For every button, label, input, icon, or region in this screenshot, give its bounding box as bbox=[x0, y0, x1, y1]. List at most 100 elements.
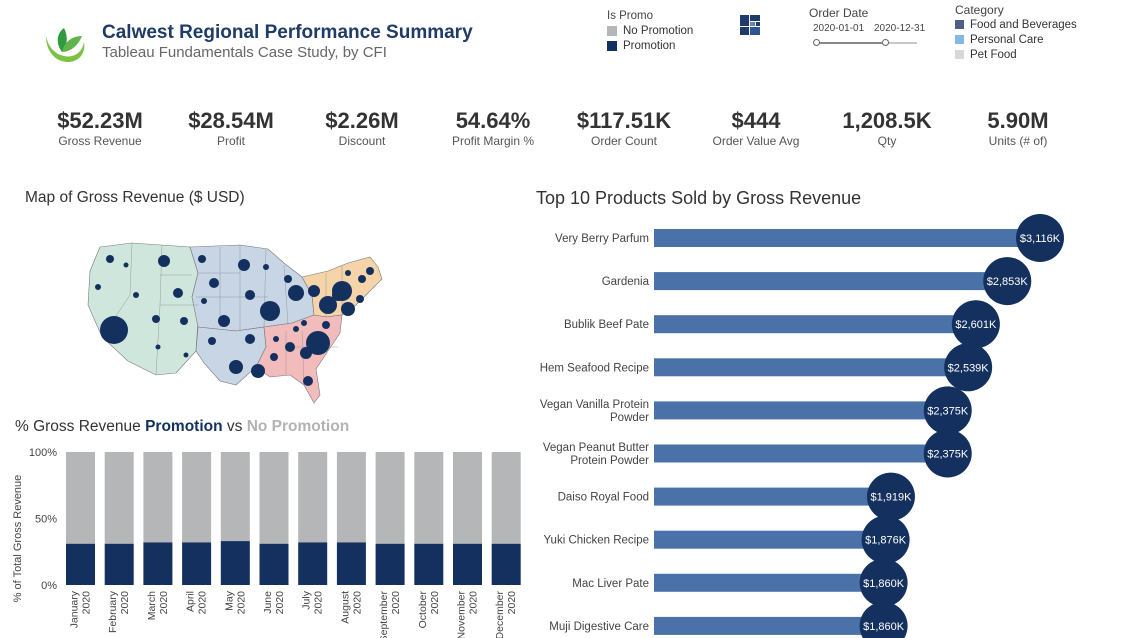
map-bubble bbox=[133, 292, 139, 298]
promotion-bar bbox=[104, 543, 134, 585]
promotion-bar bbox=[491, 543, 521, 585]
y-tick-label: 100% bbox=[29, 447, 57, 459]
map-bubble bbox=[245, 290, 255, 300]
category-legend[interactable]: Category Food and Beverages Personal Car… bbox=[955, 3, 1077, 62]
x-tick-label: May2020 bbox=[223, 590, 247, 614]
kpi-label: Qty bbox=[877, 134, 897, 148]
value-label: $2,539K bbox=[948, 362, 990, 374]
map-bubble bbox=[356, 295, 364, 303]
value-label: $3,116K bbox=[1020, 233, 1061, 245]
map-bubble bbox=[198, 255, 206, 263]
no-promotion-bar bbox=[220, 452, 250, 542]
promo-stacked-bar-chart[interactable]: % of Total Gross Revenue 0% 50% 100% January… bbox=[0, 440, 535, 638]
product-label-line: Hem Seafood Recipe bbox=[540, 362, 649, 374]
region-south[interactable] bbox=[255, 314, 343, 404]
legend-label: Personal Care bbox=[970, 33, 1044, 46]
x-tick-month: November bbox=[456, 590, 468, 638]
x-tick-label: March2020 bbox=[146, 591, 170, 620]
product-bar bbox=[654, 315, 978, 334]
personal-care-swatch bbox=[955, 35, 964, 44]
top-products-bar-chart[interactable]: Very Berry Parfum $3,116K Gardenia $2,853K B… bbox=[530, 210, 1121, 638]
promotion-bar bbox=[375, 543, 405, 585]
legend-label: Promotion bbox=[623, 39, 676, 52]
legend-label: No Promotion bbox=[623, 24, 694, 37]
map-bubble bbox=[123, 262, 129, 268]
product-label-line: Bublik Beef Pate bbox=[564, 319, 649, 331]
map-bubble bbox=[229, 360, 243, 374]
kpi-order-count: $117.51K Order Count bbox=[554, 108, 694, 148]
y-tick-label: 50% bbox=[35, 514, 57, 526]
map-bubble bbox=[183, 352, 189, 358]
y-tick-label: 0% bbox=[41, 580, 57, 592]
kpi-label: Discount bbox=[338, 134, 386, 148]
map-bubble bbox=[273, 336, 279, 342]
legend-item-food-and-beverages[interactable]: Food and Beverages bbox=[955, 17, 1077, 32]
date-slider-end-handle[interactable] bbox=[882, 39, 889, 46]
x-tick-year: 2020 bbox=[274, 591, 286, 615]
promotion-bar bbox=[143, 542, 173, 585]
map-bubble bbox=[270, 353, 278, 361]
no-promotion-bar bbox=[143, 452, 173, 543]
product-label: Daiso Royal Food bbox=[558, 492, 649, 504]
value-label: $1,876K bbox=[865, 535, 907, 547]
treemap-icon[interactable] bbox=[740, 15, 760, 35]
x-tick-label: September2020 bbox=[378, 591, 402, 638]
value-marker bbox=[1016, 214, 1064, 262]
map-bubble bbox=[106, 255, 114, 263]
region-west[interactable] bbox=[87, 242, 199, 376]
kpi-gross-revenue: $52.23M Gross Revenue bbox=[30, 108, 170, 148]
value-marker bbox=[951, 300, 1000, 349]
kpi-qty: 1,208.5K Qty bbox=[817, 108, 957, 148]
map-bubble bbox=[155, 344, 161, 350]
date-slider-start-handle[interactable] bbox=[813, 39, 820, 46]
x-tick-label: October2020 bbox=[417, 591, 441, 629]
kpi-label: Order Count bbox=[590, 134, 658, 148]
product-label: Yuki Chicken Recipe bbox=[544, 535, 649, 547]
map-bubble bbox=[293, 326, 299, 332]
product-label-line: Mac Liver Pate bbox=[572, 578, 649, 590]
x-tick-month: December bbox=[494, 590, 506, 638]
page-title: Calwest Regional Performance Summary bbox=[102, 22, 473, 43]
x-tick-label: June2020 bbox=[262, 591, 286, 615]
legend-item-promotion[interactable]: Promotion bbox=[607, 38, 693, 53]
map-bubble bbox=[301, 320, 307, 326]
x-tick-label: November2020 bbox=[456, 590, 480, 638]
no-promotion-bar bbox=[414, 452, 444, 544]
map-bubble bbox=[306, 331, 330, 355]
map-bubble bbox=[218, 315, 230, 327]
product-bar bbox=[654, 616, 886, 635]
kpi-discount: $2.26M Discount bbox=[292, 108, 432, 148]
legend-item-pet-food[interactable]: Pet Food bbox=[955, 47, 1077, 62]
product-label: Hem Seafood Recipe bbox=[540, 362, 649, 374]
x-tick-year: 2020 bbox=[119, 591, 131, 615]
is-promo-legend[interactable]: Is Promo No Promotion Promotion bbox=[607, 10, 693, 53]
x-tick-label: August2020 bbox=[339, 591, 363, 624]
value-marker bbox=[923, 386, 972, 435]
map-bubble bbox=[245, 334, 255, 344]
legend-item-personal-care[interactable]: Personal Care bbox=[955, 32, 1077, 47]
x-tick-year: 2020 bbox=[390, 591, 402, 615]
x-tick-month: April bbox=[185, 591, 197, 612]
no-promotion-bar bbox=[104, 452, 134, 544]
us-map[interactable] bbox=[80, 235, 400, 410]
value-label: $1,860K bbox=[863, 621, 905, 633]
kpi-value: 1,208.5K bbox=[842, 108, 932, 133]
map-bubble bbox=[152, 315, 160, 323]
product-label-line: Yuki Chicken Recipe bbox=[544, 535, 649, 547]
calwest-logo bbox=[46, 28, 85, 62]
legend-item-no-promotion[interactable]: No Promotion bbox=[607, 23, 693, 38]
value-marker bbox=[859, 601, 908, 638]
no-promotion-bar bbox=[336, 452, 366, 543]
product-bar bbox=[654, 358, 971, 377]
x-tick-month: March bbox=[146, 591, 158, 620]
map-bubble bbox=[341, 302, 355, 316]
x-tick-label: April2020 bbox=[185, 591, 209, 615]
map-bubble bbox=[288, 285, 304, 301]
map-bubble bbox=[201, 298, 207, 304]
promotion-bar bbox=[453, 543, 482, 585]
promotion-swatch bbox=[607, 40, 617, 51]
kpi-order-value-avg: $444 Order Value Avg bbox=[686, 108, 826, 148]
product-label-line: Daiso Royal Food bbox=[558, 492, 649, 504]
order-date-start: 2020-01-01 bbox=[813, 23, 865, 34]
no-promotion-bar bbox=[182, 452, 212, 543]
